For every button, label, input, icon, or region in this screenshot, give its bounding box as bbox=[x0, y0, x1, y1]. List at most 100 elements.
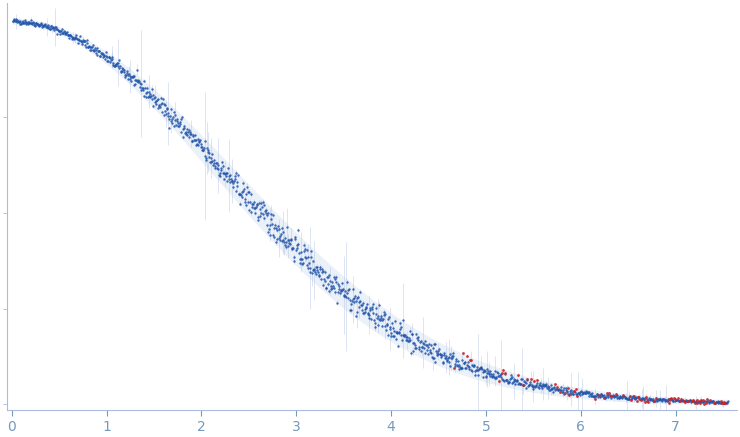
Point bbox=[255, 199, 266, 206]
Point bbox=[33, 21, 44, 28]
Point bbox=[559, 386, 571, 393]
Point bbox=[614, 393, 626, 400]
Point bbox=[202, 149, 214, 156]
Point bbox=[366, 303, 378, 310]
Point bbox=[714, 399, 726, 406]
Point bbox=[537, 382, 549, 388]
Point bbox=[465, 357, 477, 364]
Point bbox=[278, 239, 290, 246]
Point bbox=[277, 229, 289, 236]
Point bbox=[514, 380, 525, 387]
Point bbox=[260, 222, 272, 229]
Point bbox=[132, 78, 144, 85]
Point bbox=[582, 389, 594, 396]
Point bbox=[295, 256, 307, 263]
Point bbox=[488, 368, 500, 375]
Point bbox=[137, 86, 149, 93]
Point bbox=[363, 314, 374, 321]
Point bbox=[620, 395, 632, 402]
Point bbox=[64, 32, 76, 39]
Point bbox=[258, 199, 269, 206]
Point bbox=[633, 394, 645, 401]
Point bbox=[601, 390, 613, 397]
Point bbox=[247, 201, 259, 208]
Point bbox=[536, 382, 548, 389]
Point bbox=[156, 100, 168, 107]
Point bbox=[122, 75, 134, 82]
Point bbox=[179, 130, 191, 137]
Point bbox=[206, 157, 218, 164]
Point bbox=[357, 299, 369, 306]
Point bbox=[314, 263, 326, 270]
Point bbox=[303, 259, 315, 266]
Point bbox=[325, 285, 337, 292]
Point bbox=[135, 80, 147, 87]
Point bbox=[374, 316, 386, 323]
Point bbox=[52, 25, 64, 32]
Point bbox=[78, 38, 90, 45]
Point bbox=[55, 28, 67, 35]
Point bbox=[713, 399, 724, 406]
Point bbox=[367, 309, 379, 316]
Point bbox=[390, 335, 402, 342]
Point bbox=[121, 70, 133, 77]
Point bbox=[194, 136, 206, 143]
Point bbox=[479, 368, 491, 375]
Point bbox=[410, 344, 422, 351]
Point bbox=[326, 285, 338, 292]
Point bbox=[617, 392, 629, 399]
Point bbox=[575, 387, 587, 394]
Point bbox=[477, 368, 488, 375]
Point bbox=[485, 372, 497, 379]
Point bbox=[385, 329, 397, 336]
Point bbox=[537, 381, 549, 388]
Point bbox=[215, 169, 226, 176]
Point bbox=[651, 398, 663, 405]
Point bbox=[79, 38, 91, 45]
Point bbox=[531, 376, 543, 383]
Point bbox=[368, 301, 380, 308]
Point bbox=[466, 361, 478, 368]
Point bbox=[428, 340, 440, 347]
Point bbox=[411, 335, 423, 342]
Point bbox=[433, 351, 445, 358]
Point bbox=[183, 134, 195, 141]
Point bbox=[705, 399, 717, 406]
Point bbox=[654, 395, 666, 402]
Point bbox=[560, 384, 572, 391]
Point bbox=[239, 198, 251, 205]
Point bbox=[355, 302, 367, 309]
Point bbox=[212, 165, 223, 172]
Point bbox=[195, 141, 207, 148]
Point bbox=[407, 347, 419, 354]
Point bbox=[260, 210, 272, 217]
Point bbox=[566, 388, 578, 395]
Point bbox=[691, 396, 703, 403]
Point bbox=[68, 35, 80, 42]
Point bbox=[486, 373, 498, 380]
Point bbox=[329, 276, 340, 283]
Point bbox=[422, 343, 434, 350]
Point bbox=[435, 353, 447, 360]
Point bbox=[156, 108, 168, 115]
Point bbox=[700, 400, 712, 407]
Point bbox=[319, 268, 331, 275]
Point bbox=[202, 147, 214, 154]
Point bbox=[47, 23, 58, 30]
Point bbox=[545, 385, 556, 392]
Point bbox=[115, 68, 127, 75]
Point bbox=[239, 195, 251, 202]
Point bbox=[58, 29, 70, 36]
Point bbox=[354, 288, 366, 295]
Point bbox=[489, 375, 501, 382]
Point bbox=[442, 354, 454, 361]
Point bbox=[185, 130, 197, 137]
Point bbox=[303, 264, 315, 271]
Point bbox=[415, 338, 427, 345]
Point bbox=[717, 400, 729, 407]
Point bbox=[485, 373, 497, 380]
Point bbox=[130, 76, 141, 83]
Point bbox=[553, 386, 565, 393]
Point bbox=[551, 385, 562, 392]
Point bbox=[317, 281, 329, 288]
